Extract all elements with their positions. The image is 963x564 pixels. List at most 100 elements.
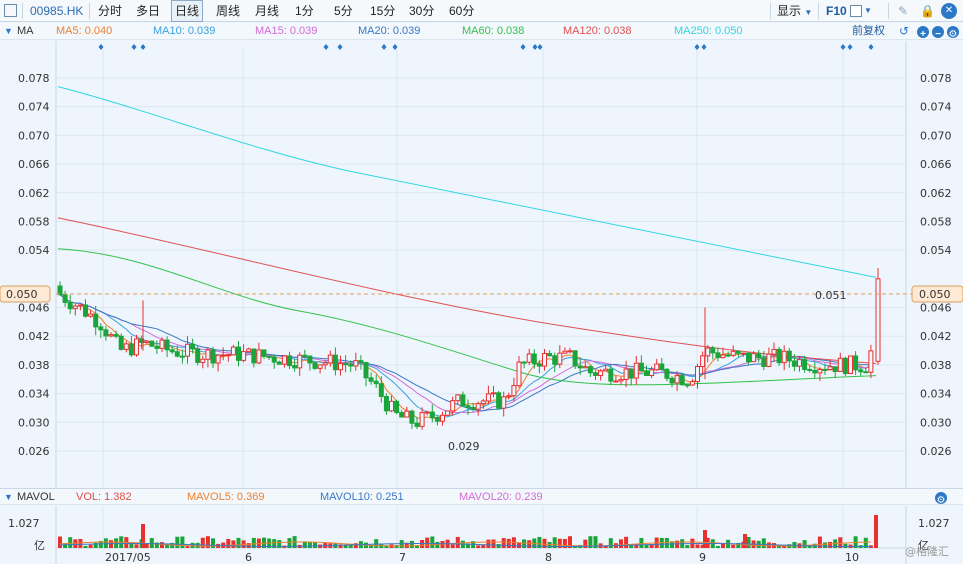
price-tick-left: 0.038 xyxy=(18,359,50,372)
event-marker-icon[interactable] xyxy=(131,44,137,50)
candle-body xyxy=(287,355,292,367)
candle-body xyxy=(154,345,160,349)
volume-bar xyxy=(195,542,200,548)
event-marker-icon[interactable] xyxy=(868,44,874,50)
stock-code[interactable]: 00985.HK xyxy=(30,4,84,18)
ma250-line xyxy=(57,86,877,278)
candle-body xyxy=(383,395,389,412)
event-marker-icon[interactable] xyxy=(381,44,387,50)
volume-bar xyxy=(644,544,649,548)
candle-body xyxy=(434,417,440,422)
ma20-value: MA20: 0.039 xyxy=(358,25,421,37)
close-icon[interactable]: ✕ xyxy=(941,3,957,19)
candle-body xyxy=(236,346,241,361)
event-marker-icon[interactable] xyxy=(532,44,538,50)
settings-icon[interactable]: ⚙ xyxy=(935,492,947,506)
period-tab-15min[interactable]: 15分 xyxy=(370,4,396,18)
settings-icon[interactable]: ⚙ xyxy=(947,26,959,40)
volume-axis-value-left: 1.027 xyxy=(8,517,40,530)
adjust-mode-button[interactable]: 前复权 xyxy=(852,25,885,37)
candle-body xyxy=(659,363,665,370)
period-tab-60min[interactable]: 60分 xyxy=(449,4,475,18)
candle-body xyxy=(771,348,777,355)
price-tick-left: 0.062 xyxy=(18,187,50,200)
candle-body xyxy=(858,369,864,373)
candle-body xyxy=(547,353,553,357)
layout-select-icon[interactable] xyxy=(850,5,862,17)
event-marker-icon[interactable] xyxy=(537,44,543,50)
volume-legend-bar: ▼ MAVOL VOL: 1.382 MAVOL5: 0.369 MAVOL10… xyxy=(0,488,963,506)
undo-icon[interactable]: ↺ xyxy=(899,24,910,38)
candle-body xyxy=(475,403,481,410)
period-tab-30min[interactable]: 30分 xyxy=(409,4,435,18)
candle-body xyxy=(348,364,354,367)
volume-axis-value-right: 1.027 xyxy=(918,517,950,530)
sidebar-toggle-icon[interactable] xyxy=(4,4,17,17)
display-menu-button[interactable]: 显示 ▼ xyxy=(777,0,812,22)
mavol10-value: MAVOL10: 0.251 xyxy=(320,491,404,503)
event-marker-icon[interactable] xyxy=(520,44,526,50)
volume-chart[interactable]: 1.027 亿 1.027 亿 2017/05 6 7 8 9 10 @格隆汇 xyxy=(0,506,963,564)
collapse-caret-icon[interactable]: ▼ xyxy=(4,26,13,36)
f10-button[interactable]: F10 xyxy=(826,4,847,18)
volume-bar xyxy=(588,536,593,548)
candle-body xyxy=(807,368,813,371)
period-tab-multiday[interactable]: 多日 xyxy=(136,4,161,18)
draw-pen-icon[interactable]: ✎ xyxy=(898,4,909,18)
volume-bar xyxy=(302,541,307,548)
event-marker-icon[interactable] xyxy=(840,44,846,50)
time-axis-label: 7 xyxy=(399,551,406,564)
caret-down-icon[interactable]: ▼ xyxy=(864,6,872,15)
candle-body xyxy=(460,394,466,407)
volume-bar xyxy=(226,538,231,548)
candle-body xyxy=(322,362,328,366)
candle-body xyxy=(654,363,660,371)
candle-body xyxy=(174,351,180,357)
period-tab-monthly[interactable]: 月线 xyxy=(255,4,280,18)
candle-body xyxy=(766,353,772,367)
candle-body xyxy=(317,364,323,369)
zoom-out-icon[interactable]: − xyxy=(932,26,944,40)
period-tab-intraday[interactable]: 分时 xyxy=(98,4,123,18)
candle-body xyxy=(684,384,690,387)
volume-bar xyxy=(542,538,547,548)
time-axis-label: 9 xyxy=(699,551,706,564)
event-marker-icon[interactable] xyxy=(98,44,104,50)
volume-bar xyxy=(624,536,629,548)
event-marker-icon[interactable] xyxy=(323,44,329,50)
volume-bar xyxy=(409,540,414,548)
zoom-in-icon[interactable]: + xyxy=(917,26,929,40)
volume-bar xyxy=(552,537,557,548)
volume-bar xyxy=(838,537,843,548)
event-marker-icon[interactable] xyxy=(847,44,853,50)
volume-bar xyxy=(695,544,700,548)
candle-body xyxy=(587,366,593,374)
price-tick-left: 0.066 xyxy=(18,158,50,171)
event-marker-icon[interactable] xyxy=(392,44,398,50)
price-tick-right: 0.078 xyxy=(920,72,952,85)
candle-body xyxy=(98,326,104,331)
period-tab-5min[interactable]: 5分 xyxy=(334,4,353,18)
candle-body xyxy=(552,355,558,365)
candle-body xyxy=(751,353,757,363)
price-chart[interactable]: 0.078 0.078 0.074 0.074 0.070 0.070 0.066 0.066… xyxy=(0,41,963,488)
volume-bar xyxy=(731,544,736,548)
ma5-line xyxy=(59,294,872,419)
event-marker-icon[interactable] xyxy=(337,44,343,50)
volume-bar xyxy=(466,543,470,548)
candle-body xyxy=(720,354,726,359)
event-marker-icon[interactable] xyxy=(140,44,146,50)
collapse-caret-icon[interactable]: ▼ xyxy=(4,492,13,502)
event-marker-icon[interactable] xyxy=(701,44,707,50)
period-tab-1min[interactable]: 1分 xyxy=(295,4,314,18)
candle-body xyxy=(373,380,379,385)
lock-icon[interactable]: 🔒 xyxy=(920,4,935,18)
volume-bar xyxy=(476,545,481,548)
candle-body xyxy=(123,343,129,350)
volume-bar xyxy=(736,542,741,548)
event-marker-icon[interactable] xyxy=(694,44,700,50)
volume-bar xyxy=(430,536,435,548)
period-tab-weekly[interactable]: 周线 xyxy=(216,4,241,18)
price-tick-right: 0.026 xyxy=(920,445,952,458)
period-tab-daily[interactable]: 日线 xyxy=(171,0,204,22)
